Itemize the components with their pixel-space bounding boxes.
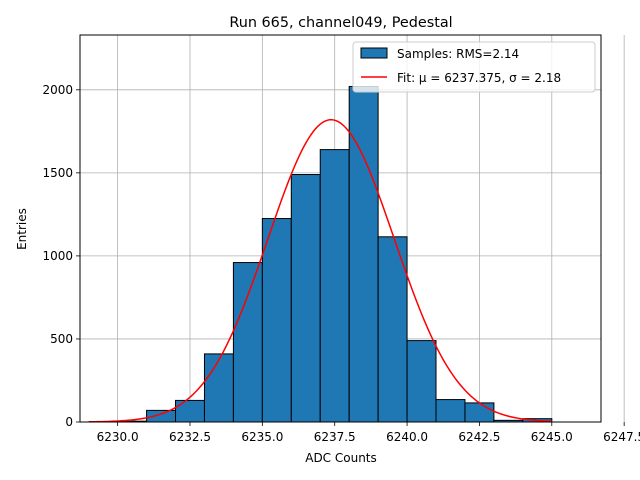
plot-frame — [79, 34, 602, 423]
histogram-bar — [406, 340, 437, 423]
histogram-bar — [319, 149, 350, 423]
legend-box — [352, 41, 596, 93]
x-tick-label: 6247.5 — [603, 430, 640, 444]
legend-fit-label: Fit: μ = 6237.375, σ = 2.18 — [397, 71, 561, 85]
fit-curve — [88, 118, 552, 423]
x-tick-label: 6240.0 — [386, 430, 428, 444]
y-tick-label: 1500 — [42, 166, 73, 180]
x-tick-label: 6230.0 — [97, 430, 139, 444]
histogram-bar — [261, 218, 292, 423]
legend: Samples: RMS=2.14 Fit: μ = 6237.375, σ =… — [352, 41, 596, 93]
legend-histogram-label: Samples: RMS=2.14 — [397, 47, 519, 61]
histogram-bar — [175, 399, 205, 423]
y-tick-label: 1000 — [42, 249, 73, 263]
y-tick-label: 2000 — [42, 83, 73, 97]
x-tick-label: 6242.5 — [458, 430, 500, 444]
histogram-bar — [377, 236, 408, 423]
histogram-bar — [290, 174, 321, 423]
x-tick-label: 6235.0 — [241, 430, 283, 444]
histogram-bar — [435, 399, 466, 423]
x-axis-ticks: 6230.0 6232.5 6235.0 6237.5 6240.0 6242.5 6245… — [97, 422, 640, 444]
x-axis-label: ADC Counts — [305, 451, 377, 465]
histogram-bar — [203, 353, 234, 423]
y-tick-label: 500 — [50, 332, 73, 346]
histogram-bar — [232, 262, 263, 423]
chart-title: Run 665, channel049, Pedestal — [229, 15, 452, 31]
x-tick-label: 6232.5 — [169, 430, 211, 444]
histogram-bar — [464, 402, 495, 423]
x-tick-label: 6237.5 — [314, 430, 356, 444]
y-axis-ticks: 0 500 1000 1500 2000 — [42, 83, 80, 429]
histogram-bar — [348, 85, 379, 423]
histogram-bars — [117, 85, 553, 423]
y-axis-label: Entries — [15, 208, 29, 250]
legend-histogram-swatch — [360, 47, 388, 59]
x-tick-label: 6245.0 — [531, 430, 573, 444]
y-tick-label: 0 — [65, 415, 73, 429]
